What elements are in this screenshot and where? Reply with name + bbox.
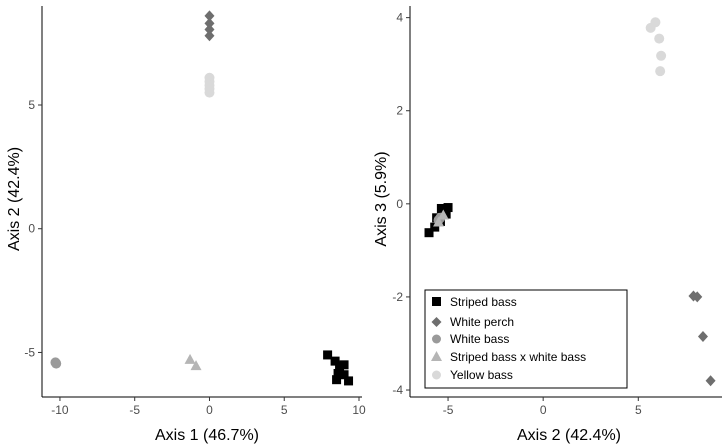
x-tick-label: 0 xyxy=(206,403,213,417)
point-striped-bass-x-white-bass xyxy=(190,360,202,371)
point-striped-bass xyxy=(443,203,453,213)
marks-left xyxy=(50,10,354,386)
y-tick-label: 0 xyxy=(396,197,403,211)
panel-left: -10 -5 0 5 10 -5 0 5 Axis 1 (46.7%) Axis 2 (42.… xyxy=(6,6,366,444)
legend-key-diamond xyxy=(431,317,442,327)
legend-label: Yellow bass xyxy=(450,368,513,382)
legend-item-yellow-bass: Yellow bass xyxy=(432,368,513,382)
marks-right xyxy=(424,17,716,387)
legend-key-square xyxy=(432,297,441,306)
legend-box xyxy=(424,289,628,389)
point-yellow-bass xyxy=(655,66,666,77)
y-tick-label: -2 xyxy=(392,290,403,304)
point-striped-bass xyxy=(424,228,434,238)
point-white-perch xyxy=(697,330,708,342)
legend-label: Striped bass x white bass xyxy=(450,350,586,364)
point-striped-bass xyxy=(344,376,354,386)
x-tick-label: -10 xyxy=(51,403,69,417)
point-yellow-bass xyxy=(204,87,215,98)
point-striped-bass xyxy=(332,375,342,385)
point-white-perch xyxy=(204,10,215,22)
y-tick-label: 5 xyxy=(28,98,35,112)
legend-key-circle xyxy=(432,334,441,344)
point-white-bass xyxy=(51,358,62,369)
legend-item-striped-bass: Striped bass xyxy=(432,295,517,309)
series-white-bass xyxy=(50,357,62,369)
point-striped-bass-x-white-bass xyxy=(184,353,196,364)
x-tick-label: 5 xyxy=(635,403,642,417)
y-tick-label: -4 xyxy=(392,383,403,397)
point-striped-bass xyxy=(436,203,446,213)
legend-label: Striped bass xyxy=(450,295,517,309)
point-yellow-bass xyxy=(654,33,665,44)
point-white-perch xyxy=(692,291,703,303)
legend: Striped bass White perch White bass Stri… xyxy=(424,289,628,389)
legend-item-white-perch: White perch xyxy=(431,315,514,329)
point-yellow-bass xyxy=(645,22,656,33)
x-tick-label: -5 xyxy=(129,403,140,417)
x-axis-title-left: Axis 1 (46.7%) xyxy=(155,427,259,444)
series-striped-bass-x-white-bass xyxy=(433,209,449,227)
x-tick-label: 0 xyxy=(540,403,547,417)
series-striped-bass xyxy=(323,350,354,386)
y-axis-title-left: Axis 2 (42.4%) xyxy=(6,147,23,251)
point-striped-bass xyxy=(441,209,451,219)
point-striped-bass xyxy=(339,360,349,370)
legend-label: White bass xyxy=(450,332,509,346)
point-striped-bass xyxy=(430,222,440,232)
point-striped-bass xyxy=(323,350,333,360)
series-yellow-bass xyxy=(204,72,215,98)
legend-key-triangle xyxy=(431,351,442,361)
legend-label: White perch xyxy=(450,315,514,329)
x-tick-label: 5 xyxy=(281,403,288,417)
point-white-perch xyxy=(204,30,215,42)
y-axis-title-right: Axis 3 (5.9%) xyxy=(373,151,390,246)
point-striped-bass xyxy=(339,370,349,380)
point-striped-bass xyxy=(333,368,343,378)
legend-item-hybrid: Striped bass x white bass xyxy=(431,350,586,364)
point-striped-bass-x-white-bass xyxy=(433,216,445,227)
point-striped-bass-x-white-bass xyxy=(437,209,449,220)
point-white-perch xyxy=(204,17,215,29)
y-tick-label: -5 xyxy=(24,345,35,359)
x-tick-label: 10 xyxy=(352,403,366,417)
point-white-perch xyxy=(204,24,215,36)
ticks-right: -5 0 5 -4 -2 0 2 4 xyxy=(392,11,642,417)
y-tick-label: 2 xyxy=(396,104,403,118)
y-tick-label: 0 xyxy=(28,222,35,236)
point-white-perch xyxy=(705,375,716,387)
series-yellow-bass xyxy=(645,17,667,77)
series-striped-bass-x-white-bass xyxy=(184,353,202,371)
legend-key-circle xyxy=(432,370,441,380)
x-axis-title-right: Axis 2 (42.4%) xyxy=(517,427,621,444)
point-yellow-bass xyxy=(656,50,667,61)
y-tick-label: 4 xyxy=(396,11,403,25)
point-striped-bass xyxy=(330,356,340,366)
x-tick-label: -5 xyxy=(443,403,454,417)
panel-right: -5 0 5 -4 -2 0 2 4 Axis 2 (42.4%) Axis 3 (5.9%)… xyxy=(373,6,722,444)
legend-item-white-bass: White bass xyxy=(432,332,509,346)
series-white-perch xyxy=(204,10,215,42)
ticks-left: -10 -5 0 5 10 -5 0 5 xyxy=(24,98,366,417)
series-white-perch xyxy=(688,290,716,387)
